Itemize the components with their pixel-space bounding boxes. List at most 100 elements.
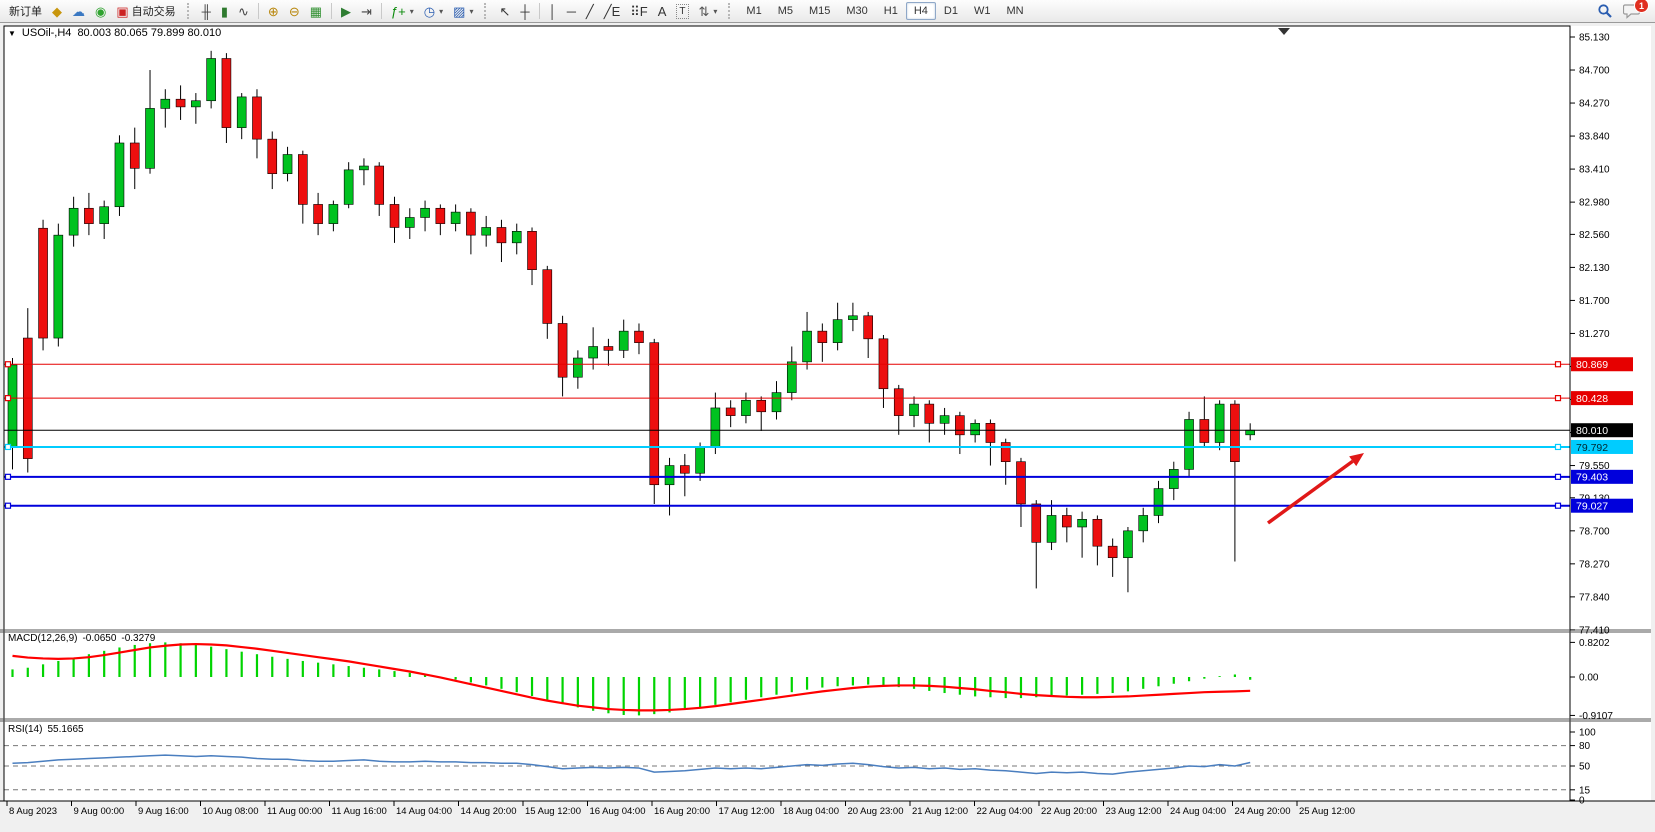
periods-icon[interactable]: ◷ ▾ [419,2,448,21]
candle-body [38,227,48,339]
candle-body [450,211,461,224]
time-axis-label: 24 Aug 04:00 [1170,806,1226,817]
price-tick-label: 83.840 [1579,132,1610,143]
zoom-in-icon[interactable]: ⊕ [263,2,284,21]
rsi-line [12,754,1251,775]
timeframe-button-h4[interactable]: H4 [905,2,936,20]
line-chart-icon[interactable]: ∿ [233,2,254,21]
candle-body [618,330,629,351]
line-handle[interactable] [4,473,12,480]
bar-chart-icon[interactable]: ╫ [197,2,216,21]
chart-shift-marker-icon[interactable] [1278,28,1290,35]
line-handle[interactable] [1554,502,1562,509]
line-handle[interactable] [4,502,12,509]
crosshair-icon[interactable]: ┼ [515,2,534,21]
timeframe-button-m1[interactable]: M1 [746,5,762,17]
chevron-down-icon[interactable]: ▾ [439,6,444,16]
candle-body [955,415,965,436]
candle-body [145,108,155,169]
candlestick-chart-icon[interactable]: ▮ [216,2,233,21]
auto-scroll-icon[interactable]: ▶ [336,2,356,21]
community-icon[interactable]: ☁ [67,2,90,21]
time-axis[interactable]: 8 Aug 2023 9 Aug 00:00 9 Aug 16:00 10 Aug 0… [0,802,1655,832]
time-axis-label: 24 Aug 20:00 [1234,806,1291,817]
chart-canvas[interactable]: 85.130 84.700 84.270 83.840 83.410 82.980 82.5… [0,23,1655,832]
candle-body [1153,488,1164,516]
rsi-tick-label: 50 [1579,762,1591,773]
profiles-icon[interactable]: ◆ [47,2,67,21]
timeframe-button-w1[interactable]: W1 [973,5,991,17]
arrow-annotation-head[interactable] [1349,453,1364,467]
indicators-icon: ƒ+ [390,3,406,19]
arrows-icon[interactable]: ⇅ ▾ [694,2,723,21]
candle-body [1184,419,1194,470]
autotrading-button[interactable]: ▣ 自动交易 [111,0,180,22]
chevron-down-icon[interactable]: ▾ [469,6,474,16]
macd-indicator-label: MACD(12,26,9) -0.0650 -0.3279 [8,633,155,644]
horizontal-line-icon[interactable]: ─ [562,2,581,21]
candle-body [206,58,216,102]
cursor-icon[interactable]: ↖ [494,2,515,21]
time-axis-label: 22 Aug 20:00 [1041,806,1097,817]
timeframe-button-m30[interactable]: M30 [846,5,868,17]
arrow-annotation[interactable] [1266,459,1354,525]
templates-icon[interactable]: ▨ ▾ [448,2,478,21]
text-icon[interactable]: A [653,2,672,21]
price-tick-label: 77.410 [1579,625,1610,636]
price-tick-label: 82.560 [1579,230,1610,241]
time-axis-label: 25 Aug 12:00 [1299,806,1355,817]
indicators-icon[interactable]: ƒ+ ▾ [386,2,419,21]
timeframe-button-m15[interactable]: M15 [808,5,831,17]
label-icon: T [676,3,689,19]
price-level-badge [1571,469,1633,484]
price-tick-label: 78.700 [1579,526,1610,537]
line-handle[interactable] [1554,443,1562,451]
notifications-icon[interactable]: 1 [1623,0,1649,19]
time-axis-label: 23 Aug 12:00 [1105,806,1162,817]
signals-icon[interactable]: ◉ [90,2,111,21]
crosshair-icon: ┼ [520,3,530,19]
price-tick-label: 85.130 [1579,33,1610,44]
line-handle[interactable] [4,395,12,402]
timeframe-button-h1[interactable]: H1 [883,5,898,17]
candle-body [267,138,278,175]
line-handle[interactable] [1554,395,1562,402]
timeframe-button-d1[interactable]: D1 [943,5,958,17]
candle-body [328,204,339,224]
chart-shift-icon[interactable]: ⇥ [356,2,377,21]
candle-body [404,217,415,228]
notification-badge[interactable]: 1 [1634,0,1649,13]
search-icon[interactable] [1597,3,1613,19]
tile-windows-icon[interactable]: ▦ [305,2,327,21]
zoom-out-icon[interactable]: ⊖ [284,2,305,21]
price-level-badge-label: 79.403 [1576,472,1608,484]
new-order-button[interactable]: 新订单 [4,0,47,22]
timeframe-button-m5[interactable]: M5 [777,5,793,17]
chart-collapse-icon[interactable]: ▼ [8,28,16,38]
line-handle[interactable] [1554,473,1562,480]
timeframe-button-mn[interactable]: MN [1006,5,1024,17]
vertical-line-icon[interactable]: │ [544,2,562,21]
rsi-tick-label: 15 [1579,785,1591,796]
candle-body [603,346,614,351]
price-tick-label: 84.700 [1579,66,1610,77]
trendline-icon[interactable]: ╱ [581,2,599,21]
chart-plot-area[interactable] [4,26,1651,801]
candle-body [343,169,354,205]
equidistant-channel-icon[interactable]: ╱E [599,2,626,21]
line-handle[interactable] [1554,361,1562,368]
candle-body [466,211,476,236]
chevron-down-icon[interactable]: ▾ [409,6,414,16]
line-handle[interactable] [4,443,12,451]
chevron-down-icon[interactable]: ▾ [713,6,718,16]
time-axis-label: 9 Aug 16:00 [138,806,189,817]
line-handle[interactable] [4,361,12,368]
candle-body [527,231,537,271]
time-axis-label: 21 Aug 12:00 [912,806,968,817]
price-tick-label: 82.130 [1579,263,1610,274]
price-level-badge [1571,498,1633,513]
fibonacci-icon[interactable]: ⠿F [625,2,652,21]
label-icon[interactable]: T [671,1,693,22]
price-tick-label: 77.840 [1579,592,1610,603]
time-axis-label: 18 Aug 04:00 [783,806,839,817]
